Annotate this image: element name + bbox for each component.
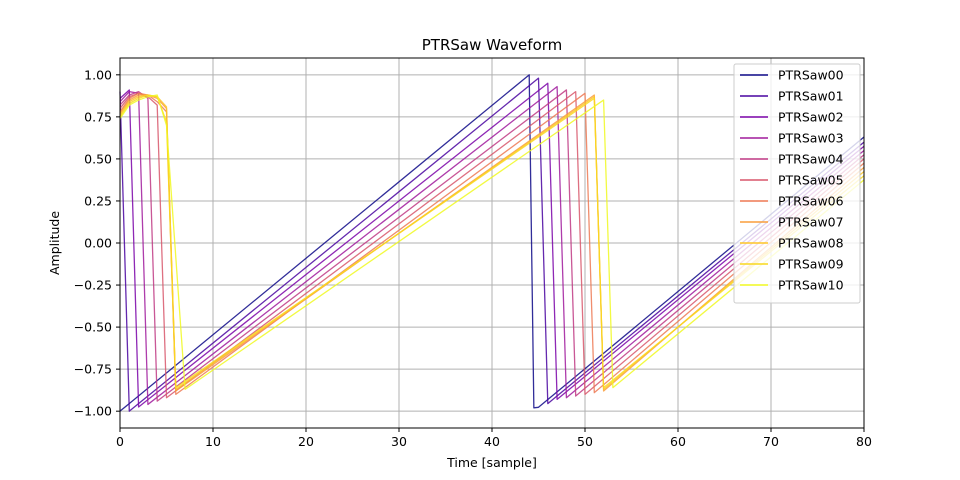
series-line-ptrsaw00 (119, 74, 865, 412)
legend-label: PTRSaw01 (778, 89, 844, 104)
legend-label: PTRSaw07 (778, 215, 844, 230)
y-tick-label: −1.00 (74, 404, 112, 419)
legend-label: PTRSaw02 (778, 110, 844, 125)
chart-title: PTRSaw Waveform (422, 36, 563, 54)
y-tick-label: 1.00 (84, 67, 112, 82)
x-axis-title: Time [sample] (446, 455, 537, 470)
y-axis-title: Amplitude (47, 211, 62, 275)
y-tick-label: 0.50 (84, 151, 112, 166)
x-tick-label: 10 (205, 434, 221, 449)
x-tick-label: 50 (577, 434, 593, 449)
legend: PTRSaw00 PTRSaw01 PTRSaw02 PTRSaw03 PTRSaw04… (733, 63, 861, 304)
series-line-ptrsaw02 (119, 82, 865, 408)
y-tick-label: 0.75 (84, 109, 112, 124)
y-tick-label: −0.75 (74, 362, 112, 377)
series-line-ptrsaw01 (119, 77, 865, 412)
x-tick-label: 70 (763, 434, 779, 449)
legend-label: PTRSaw03 (778, 131, 844, 146)
x-tick-label: 80 (856, 434, 872, 449)
series-line-ptrsaw05 (119, 90, 865, 399)
legend-label: PTRSaw09 (778, 257, 844, 272)
x-tick-label: 60 (670, 434, 686, 449)
y-tick-label: 0.00 (84, 236, 112, 251)
series-line-ptrsaw10 (119, 94, 865, 390)
x-tick-label: 30 (391, 434, 407, 449)
legend-label: PTRSaw06 (778, 194, 844, 209)
y-tick-label: 0.25 (84, 193, 112, 208)
series-line-ptrsaw03 (119, 85, 865, 406)
axis-ticks: 0 10 20 30 40 50 60 70 80 −1.00 −0.75 −0.50 −0.25 0.0… (74, 67, 872, 449)
y-tick-label: −0.50 (74, 320, 112, 335)
legend-label: PTRSaw10 (778, 278, 844, 293)
series-line-ptrsaw04 (119, 89, 865, 402)
legend-label: PTRSaw04 (778, 152, 844, 167)
legend-label: PTRSaw00 (778, 68, 844, 83)
legend-label: PTRSaw08 (778, 236, 844, 251)
y-tick-label: −0.25 (74, 278, 112, 293)
series-group (119, 74, 865, 412)
x-tick-label: 40 (484, 434, 500, 449)
series-line-ptrsaw06 (119, 92, 865, 396)
x-tick-label: 20 (298, 434, 314, 449)
x-tick-label: 0 (116, 434, 124, 449)
legend-label: PTRSaw05 (778, 173, 844, 188)
